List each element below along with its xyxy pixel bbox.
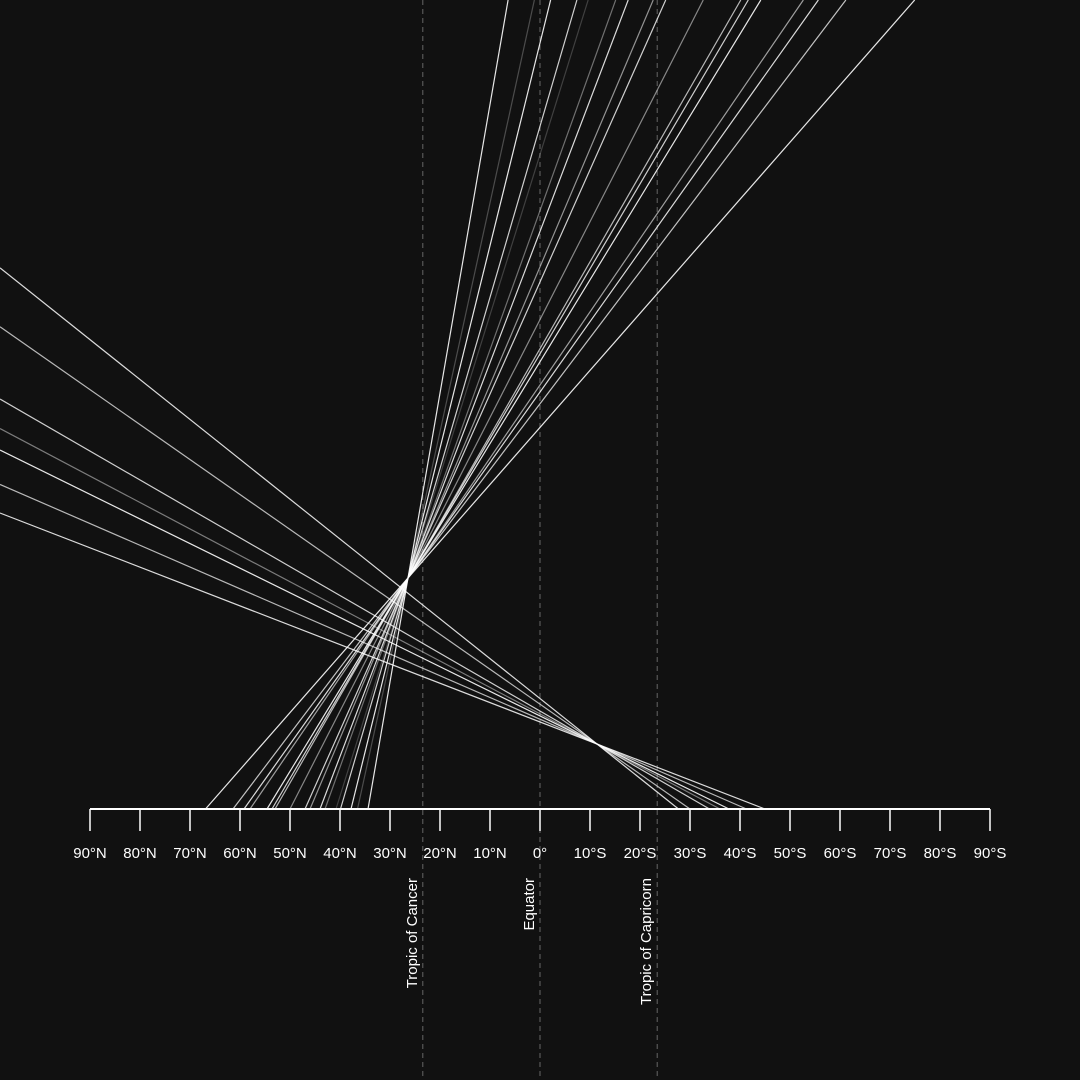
tick-label: 90°N: [73, 845, 107, 862]
tick-label: 20°N: [423, 845, 457, 862]
x-axis: 90°N 80°N 70°N 60°N 50°N 40°N 30°N 20°N 10°N 0° 10…: [73, 808, 1007, 862]
series-line: [0, 512, 766, 810]
tick-label: 0°: [533, 845, 547, 862]
tick-label: 60°N: [223, 845, 257, 862]
series-line: [339, 0, 578, 810]
series-line: [304, 0, 667, 810]
series-line: [367, 0, 509, 810]
series-line: [350, 0, 552, 810]
series-line: [309, 0, 654, 810]
series-line: [0, 427, 721, 810]
reference-label: Tropic of Capricorn: [638, 878, 655, 1005]
series-line: [319, 0, 629, 810]
series-line: [0, 483, 747, 810]
series-line: [356, 0, 535, 810]
tick-label: 30°S: [674, 845, 707, 862]
tick-label: 60°S: [824, 845, 857, 862]
tick-label: 80°S: [924, 845, 957, 862]
tick-label: 40°S: [724, 845, 757, 862]
reference-lines: [422, 0, 658, 1080]
tick-label: 70°S: [874, 845, 907, 862]
tick-label: 10°S: [574, 845, 607, 862]
data-lines: [0, 0, 916, 810]
tick-label: 50°S: [774, 845, 807, 862]
tick-label: 80°N: [123, 845, 157, 862]
tick-label: 20°S: [624, 845, 657, 862]
series-line: [0, 326, 691, 810]
series-line: [274, 0, 742, 810]
tick-label: 10°N: [473, 845, 507, 862]
series-line: [271, 0, 749, 810]
series-line: [335, 0, 589, 810]
series-line: [266, 0, 762, 810]
series-line: [0, 267, 679, 810]
tick-label: 40°N: [323, 845, 357, 862]
tick-label: 70°N: [173, 845, 207, 862]
series-line: [289, 0, 704, 810]
reference-label: Tropic of Cancer: [404, 878, 421, 988]
series-line: [205, 0, 916, 810]
reference-labels: Tropic of Cancer Equator Tropic of Caprico…: [404, 878, 655, 1005]
tick-label: 50°N: [273, 845, 307, 862]
series-line: [243, 0, 819, 810]
series-line: [249, 0, 804, 810]
tick-label: 30°N: [373, 845, 407, 862]
series-line: [324, 0, 617, 810]
tick-label: 90°S: [974, 845, 1007, 862]
series-line: [232, 0, 847, 810]
reference-label: Equator: [521, 878, 538, 931]
